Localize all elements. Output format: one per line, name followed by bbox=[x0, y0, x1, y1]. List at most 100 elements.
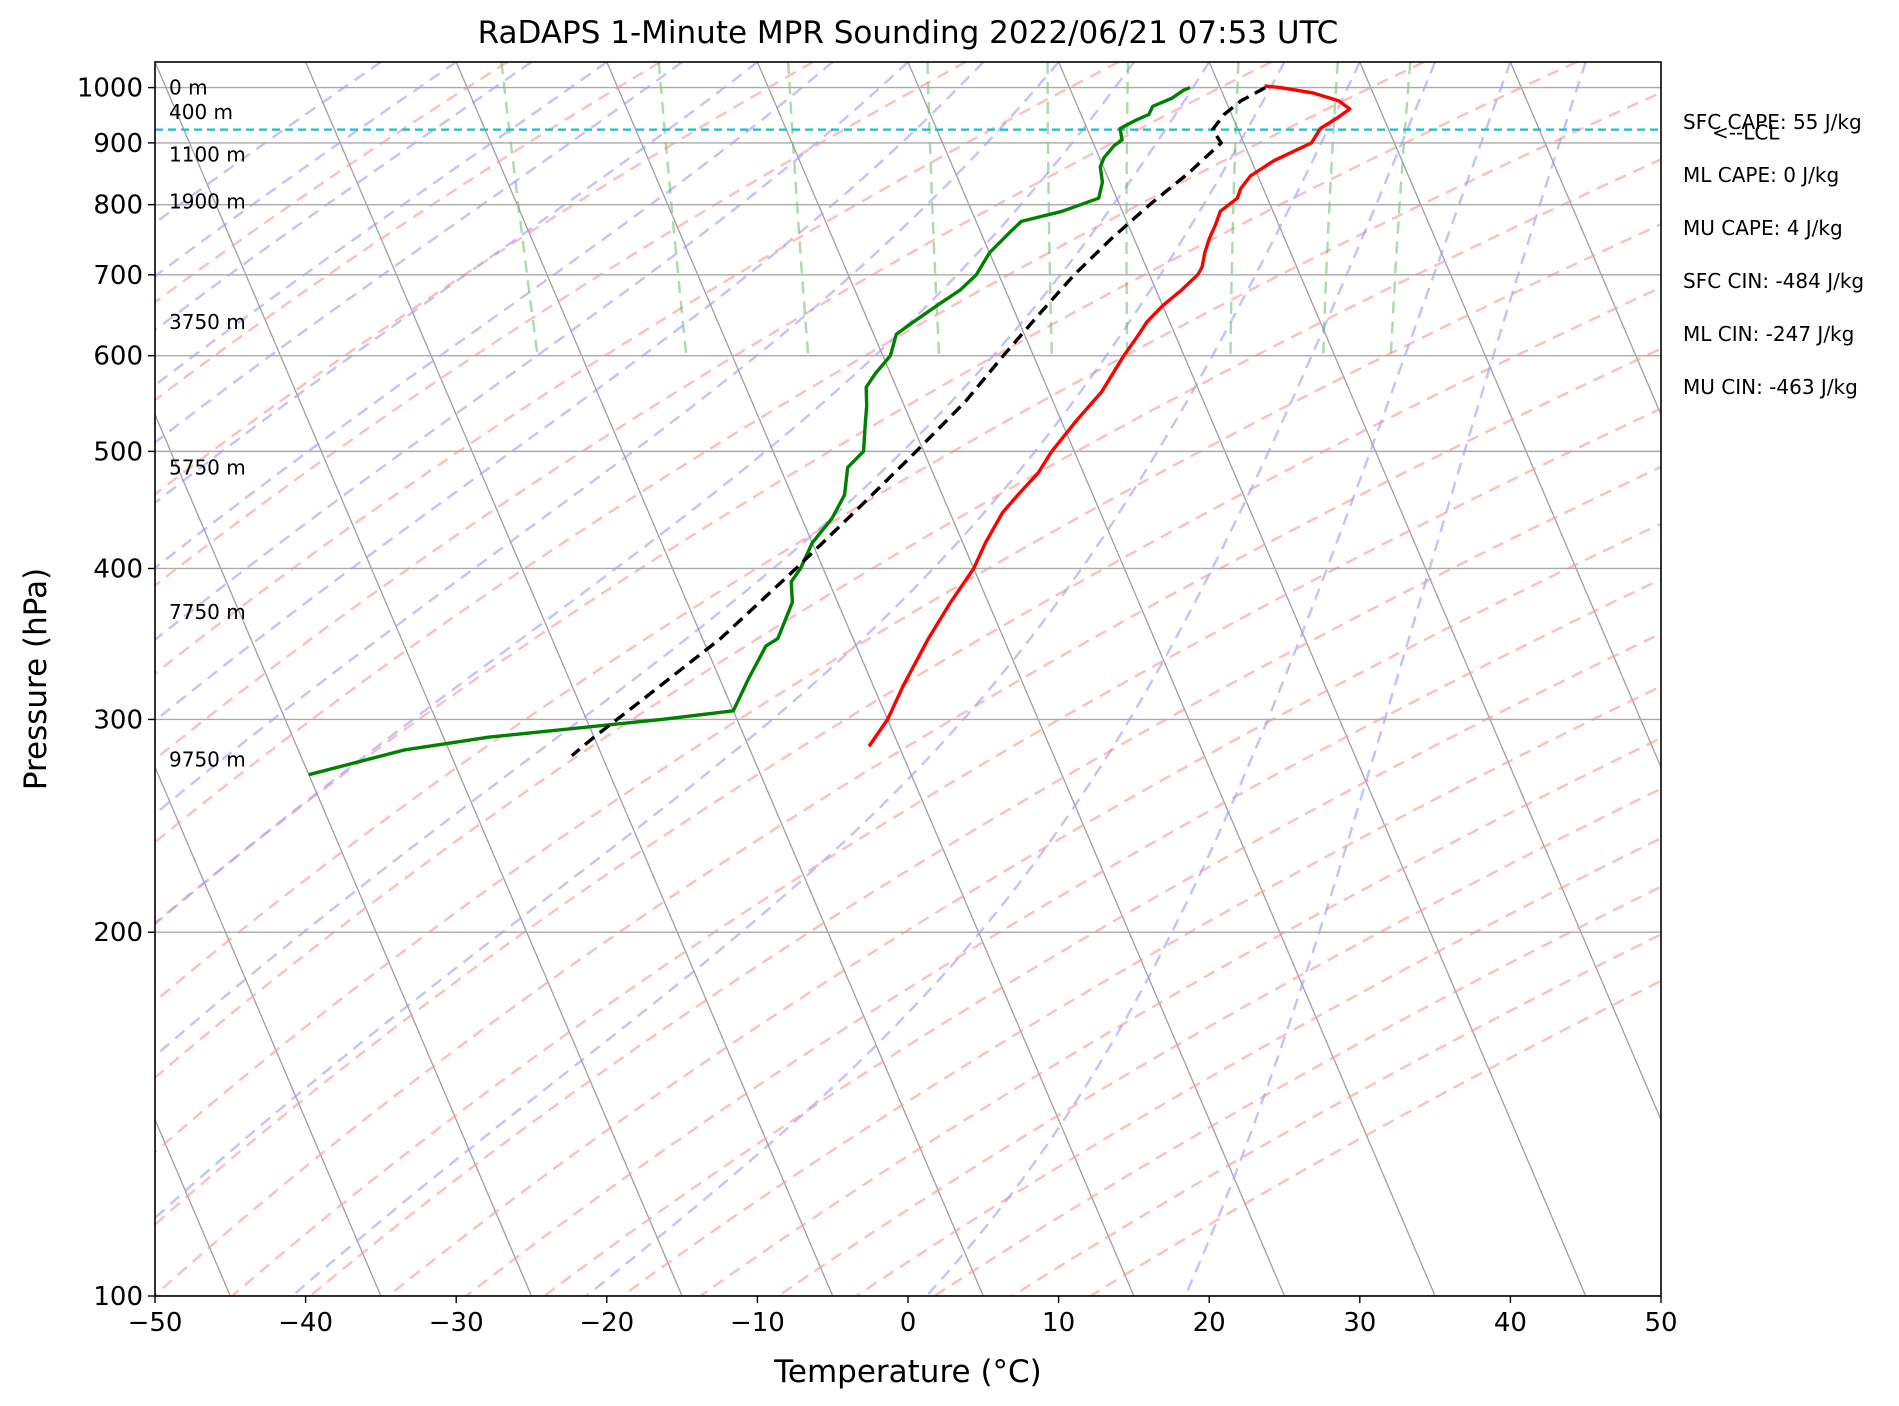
isotherm bbox=[455, 62, 984, 1296]
height-label: 1100 m bbox=[169, 143, 246, 167]
dry-adiabat bbox=[699, 736, 1661, 1296]
isotherm bbox=[155, 765, 382, 1296]
x-tick-label: −20 bbox=[579, 1308, 634, 1338]
mixing-ratio-line bbox=[1322, 62, 1339, 356]
x-tick-label: 30 bbox=[1343, 1308, 1376, 1338]
isotherm bbox=[1058, 62, 1587, 1296]
y-tick-label: 1000 bbox=[77, 74, 143, 104]
y-tick-label: 800 bbox=[93, 191, 143, 221]
moist-adiabat bbox=[155, 62, 608, 387]
height-label: 5750 m bbox=[169, 455, 246, 479]
height-label: 0 m bbox=[169, 76, 208, 100]
moist-adiabat bbox=[1184, 62, 1587, 1296]
dry-adiabat bbox=[155, 62, 661, 402]
x-tick-label: −30 bbox=[429, 1308, 484, 1338]
dry-adiabat bbox=[155, 62, 967, 587]
x-tick-label: 20 bbox=[1193, 1308, 1226, 1338]
isotherm bbox=[155, 62, 683, 1296]
dewpoint-line bbox=[308, 86, 1191, 777]
isotherm bbox=[756, 62, 1286, 1296]
y-tick-label: 400 bbox=[93, 554, 143, 584]
isotherm bbox=[907, 62, 1436, 1296]
stat-line: ML CAPE: 0 J/kg bbox=[1683, 163, 1839, 187]
dry-adiabat bbox=[155, 62, 1425, 844]
background-lines bbox=[155, 62, 1661, 1296]
stat-line: ML CIN: -247 J/kg bbox=[1683, 322, 1854, 346]
isotherm bbox=[1660, 62, 1661, 64]
pressure-grid bbox=[155, 86, 1661, 1296]
y-tick-label: 200 bbox=[93, 918, 143, 948]
moist-adiabat bbox=[155, 62, 1211, 1058]
y-tick-label: 600 bbox=[93, 342, 143, 372]
dry-adiabat bbox=[155, 91, 1661, 1003]
dry-adiabat bbox=[155, 62, 1272, 761]
dry-adiabat bbox=[231, 407, 1661, 1296]
parcel-line bbox=[570, 86, 1267, 758]
dry-adiabat bbox=[1089, 979, 1661, 1296]
mixing-ratio-line bbox=[657, 62, 688, 356]
mixing-ratio-line bbox=[787, 62, 810, 356]
isotherm bbox=[606, 62, 1135, 1296]
chart-title: RaDAPS 1-Minute MPR Sounding 2022/06/21 … bbox=[478, 15, 1339, 51]
y-tick-label: 700 bbox=[93, 261, 143, 291]
moist-adiabat bbox=[155, 62, 382, 225]
isotherm bbox=[1208, 62, 1661, 1122]
x-tick-label: 50 bbox=[1644, 1308, 1677, 1338]
dry-adiabat bbox=[155, 222, 1661, 1154]
x-tick-label: −40 bbox=[278, 1308, 333, 1338]
dry-adiabat bbox=[777, 787, 1661, 1296]
height-label: 400 m bbox=[169, 100, 233, 124]
dry-adiabat bbox=[621, 685, 1661, 1296]
moist-adiabat bbox=[155, 62, 457, 278]
y-tick-label: 900 bbox=[93, 129, 143, 159]
isotherm bbox=[1359, 62, 1661, 769]
moist-adiabat bbox=[585, 62, 1437, 1296]
x-tick-label: −50 bbox=[128, 1308, 183, 1338]
moist-adiabat bbox=[155, 62, 1135, 926]
mixing-ratio-line bbox=[1389, 62, 1412, 356]
mixing-ratio-line bbox=[1046, 62, 1054, 356]
isotherm bbox=[305, 62, 834, 1296]
dry-adiabat bbox=[155, 158, 1661, 1080]
dry-adiabat bbox=[155, 62, 1120, 676]
x-tick-label: 10 bbox=[1042, 1308, 1075, 1338]
x-tick-label: 40 bbox=[1494, 1308, 1527, 1338]
y-tick-label: 500 bbox=[93, 437, 143, 467]
dry-adiabat bbox=[155, 62, 1578, 925]
moist-adiabat bbox=[155, 62, 909, 642]
x-tick-label: 0 bbox=[900, 1308, 917, 1338]
height-label: 1900 m bbox=[169, 189, 246, 213]
x-axis-label: Temperature (°C) bbox=[773, 1354, 1042, 1390]
dry-adiabat bbox=[933, 885, 1661, 1296]
dry-adiabat bbox=[155, 347, 1661, 1296]
mixing-ratio-line bbox=[500, 62, 539, 356]
dry-adiabat bbox=[855, 836, 1661, 1296]
height-label: 3750 m bbox=[169, 310, 246, 334]
y-axis-label: Pressure (hPa) bbox=[18, 568, 54, 790]
stat-line: MU CAPE: 4 J/kg bbox=[1683, 216, 1843, 240]
dry-adiabat bbox=[155, 62, 509, 304]
y-tick-label: 100 bbox=[93, 1282, 143, 1312]
mixing-ratio-line bbox=[1125, 62, 1130, 356]
moist-adiabat bbox=[155, 62, 759, 505]
temperature-line bbox=[867, 84, 1352, 748]
moist-adiabat bbox=[155, 62, 1286, 1220]
dry-adiabat bbox=[1011, 933, 1661, 1296]
moist-adiabat bbox=[155, 62, 683, 444]
mixing-ratio-line bbox=[1229, 62, 1240, 356]
height-label: 7750 m bbox=[169, 600, 246, 624]
y-tick-label: 300 bbox=[93, 705, 143, 735]
height-label: 9750 m bbox=[169, 747, 246, 771]
x-tick-label: −10 bbox=[730, 1308, 785, 1338]
isotherm bbox=[1509, 62, 1661, 417]
stat-line: SFC CIN: -484 J/kg bbox=[1683, 269, 1864, 293]
moist-adiabat bbox=[155, 62, 533, 332]
isotherm bbox=[155, 412, 533, 1296]
stat-line: MU CIN: -463 J/kg bbox=[1683, 375, 1858, 399]
dry-adiabat bbox=[155, 62, 814, 496]
stat-line: SFC CAPE: 55 J/kg bbox=[1683, 110, 1862, 134]
dry-adiabat bbox=[155, 286, 1661, 1227]
